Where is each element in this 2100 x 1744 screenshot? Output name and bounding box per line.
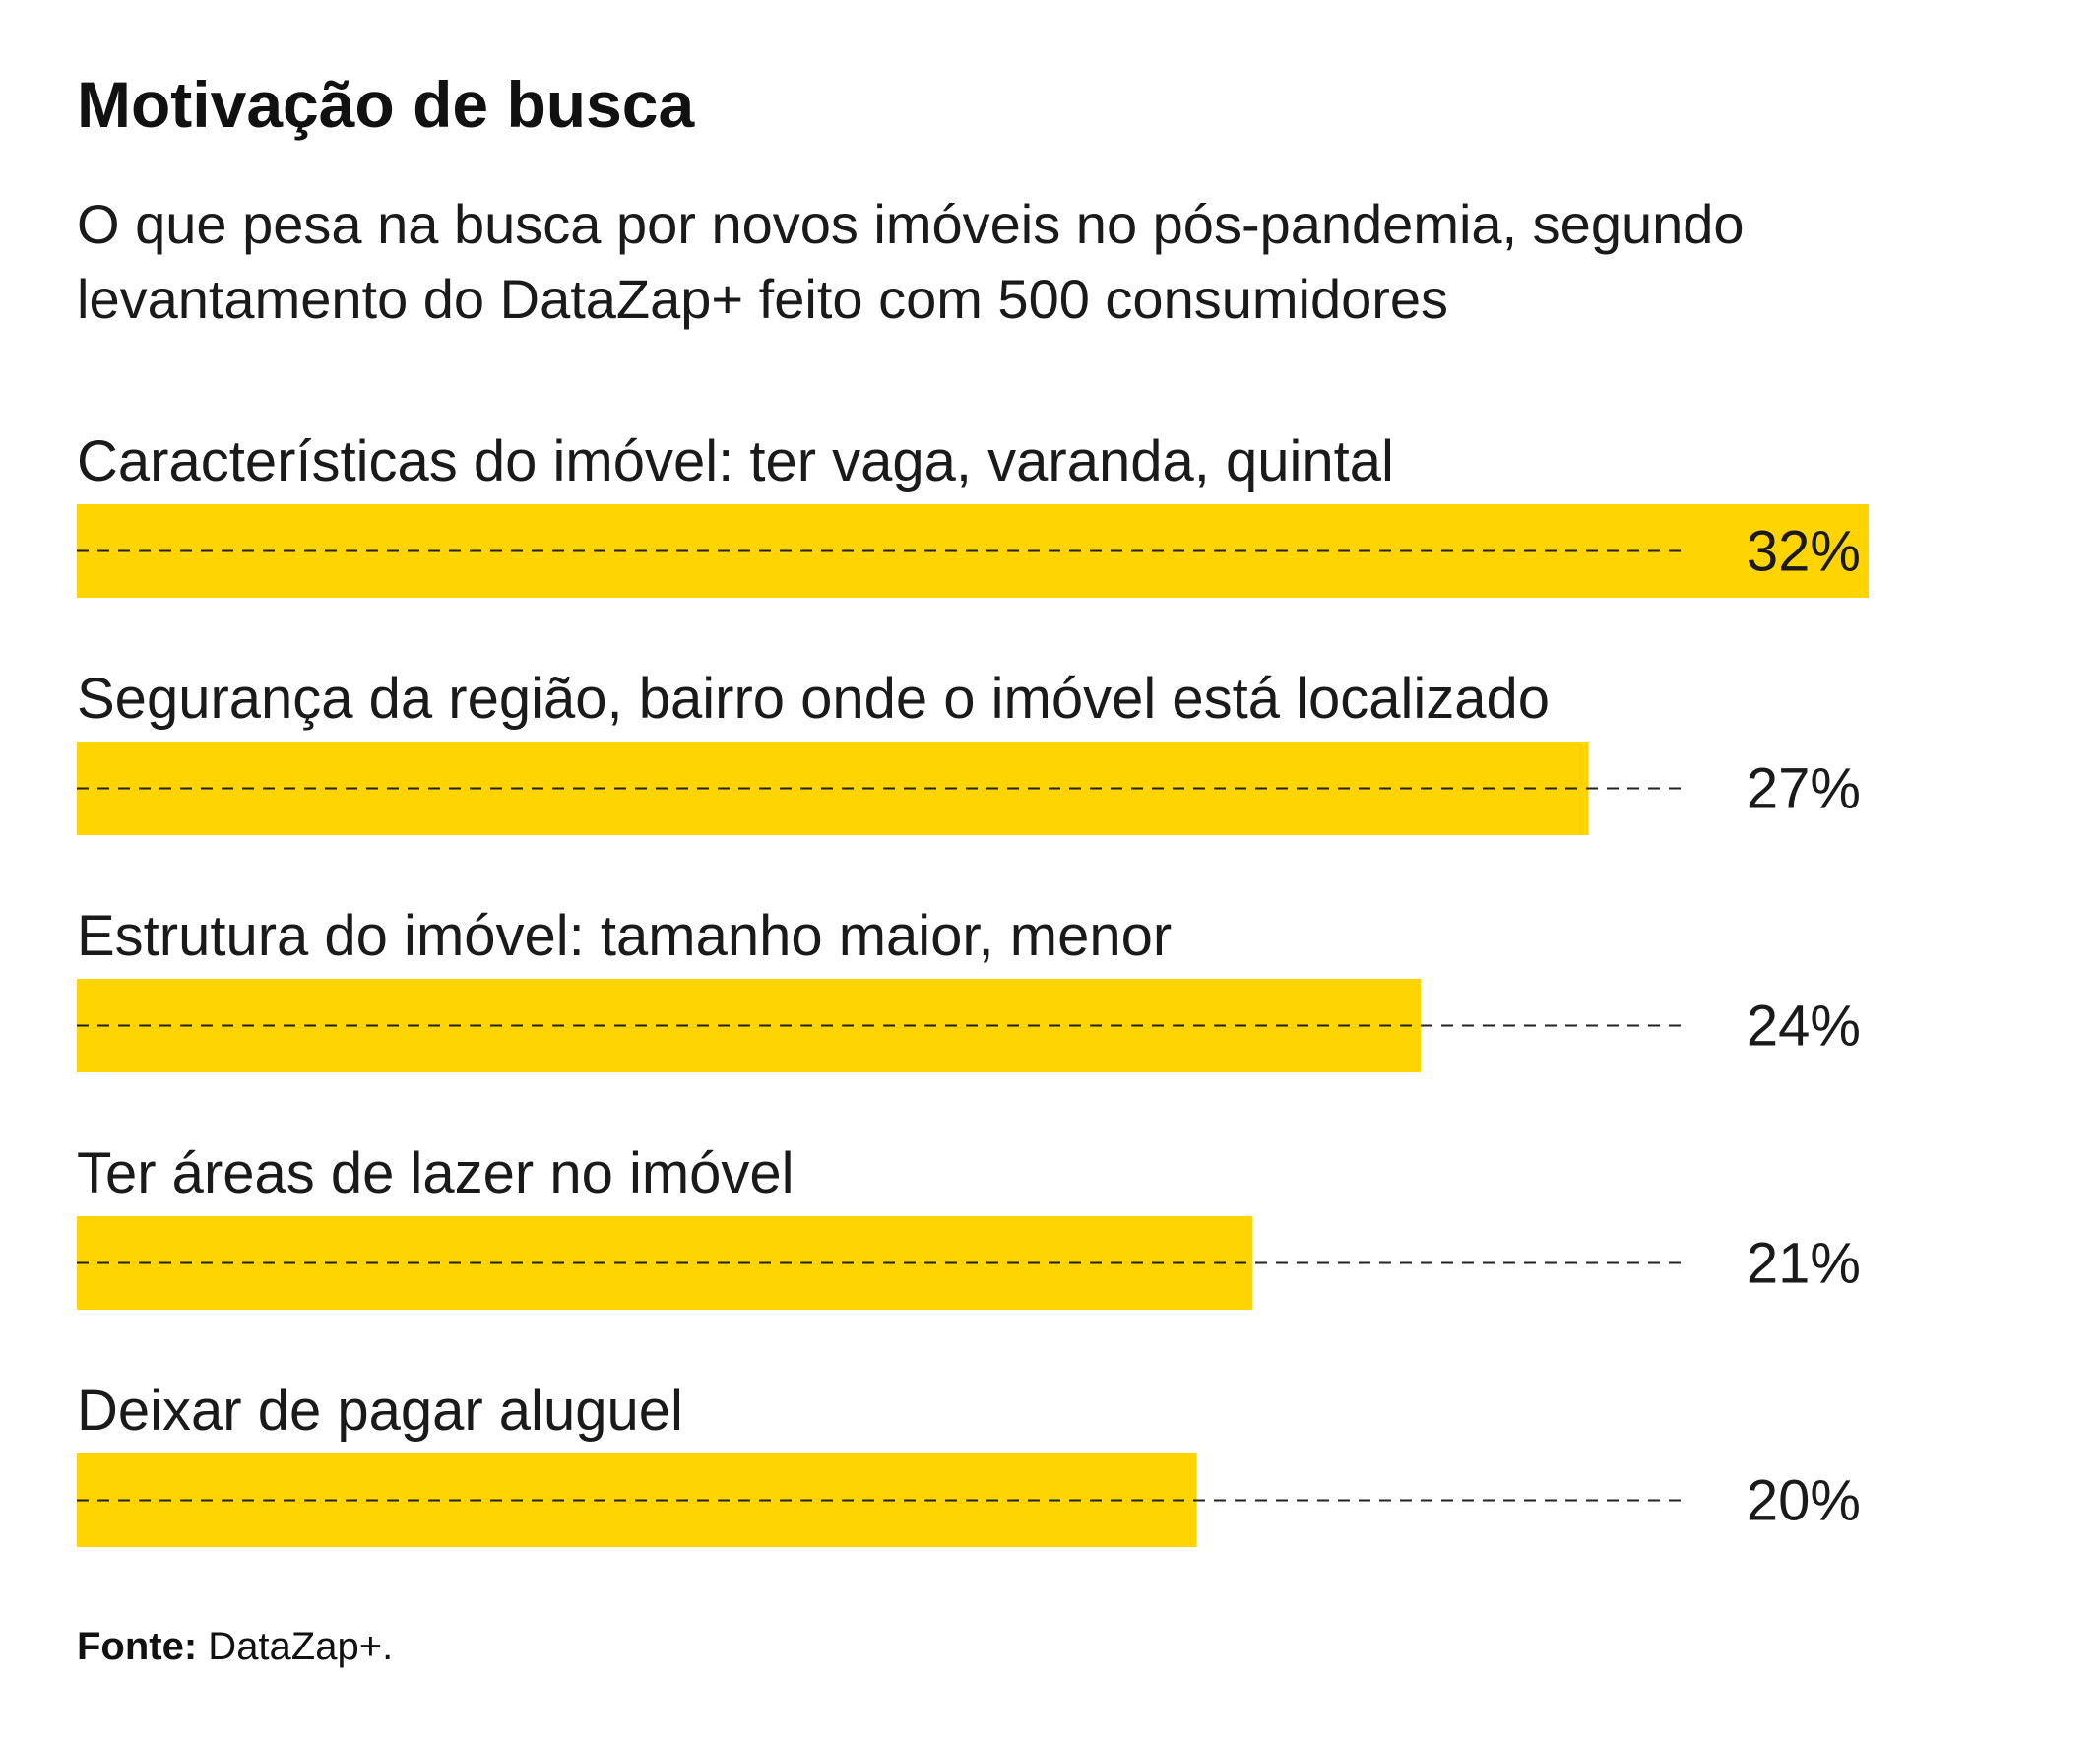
bar-row: Características do imóvel: ter vaga, var… [77,429,1869,598]
source-note: Fonte: DataZap+. [77,1625,393,1669]
chart-title: Motivação de busca [77,68,695,141]
category-label: Estrutura do imóvel: tamanho maior, meno… [77,904,1172,968]
source-prefix: Fonte: [77,1625,198,1668]
bar-row: Ter áreas de lazer no imóvel 21% [77,1141,1861,1310]
value-label: 21% [1747,1232,1861,1296]
value-label: 20% [1747,1469,1861,1533]
bar-row: Segurança da região, bairro onde o imóve… [77,667,1861,835]
value-label: 32% [1747,520,1861,584]
source-text: DataZap+. [197,1625,394,1668]
bar-row: Estrutura do imóvel: tamanho maior, meno… [77,904,1861,1072]
category-label: Ter áreas de lazer no imóvel [77,1141,795,1205]
chart-subtitle: O que pesa na busca por novos imóveis no… [77,193,1745,330]
category-label: Deixar de pagar aluguel [77,1379,683,1443]
bar-chart: Características do imóvel: ter vaga, var… [77,429,1869,1547]
bar-row: Deixar de pagar aluguel 20% [77,1379,1861,1547]
category-label: Características do imóvel: ter vaga, var… [77,429,1394,493]
value-label: 24% [1747,995,1861,1059]
value-label: 27% [1747,757,1861,821]
category-label: Segurança da região, bairro onde o imóve… [77,667,1550,731]
